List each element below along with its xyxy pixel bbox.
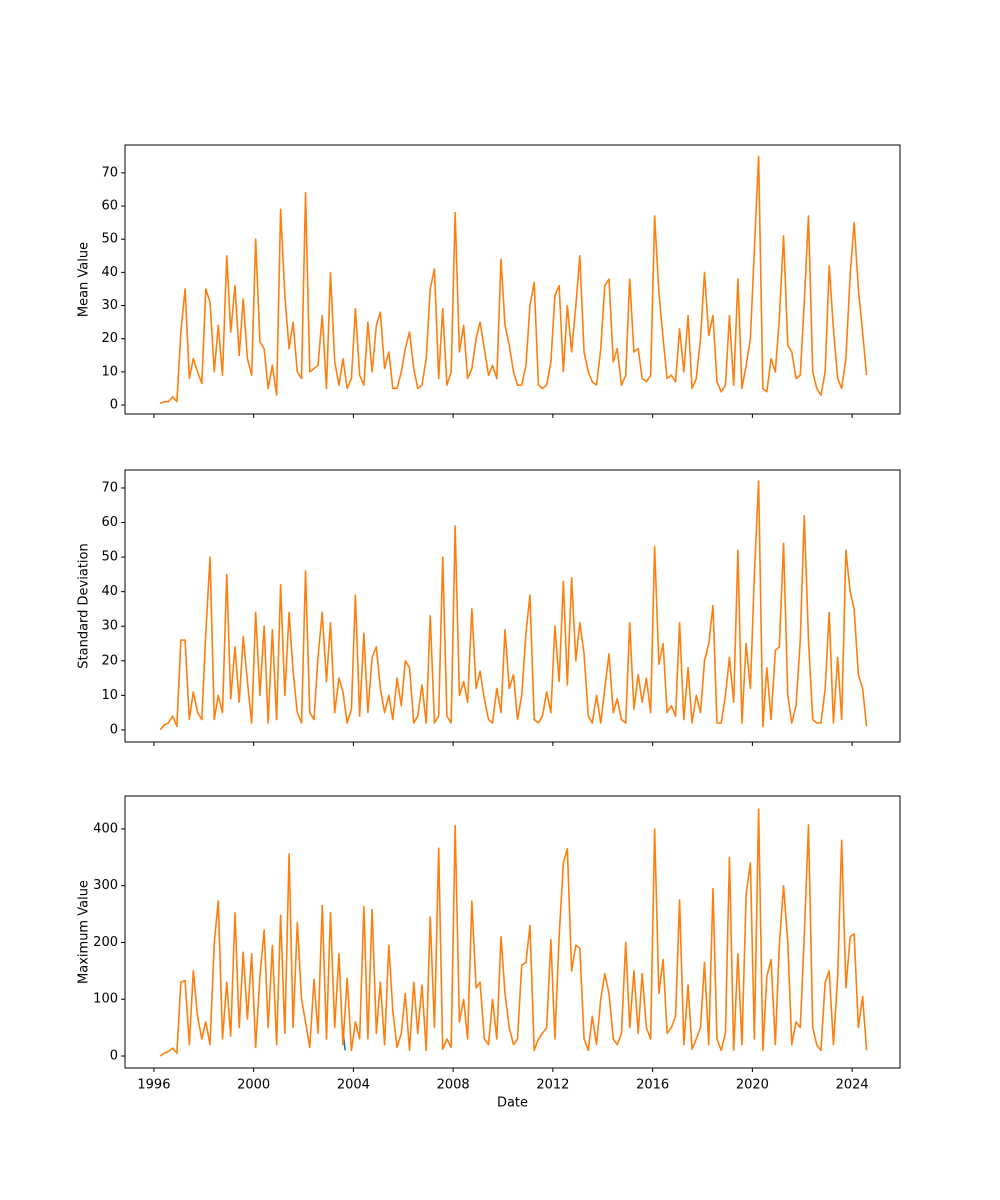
y-tick-label: 300: [93, 878, 118, 893]
y-tick-label: 0: [110, 1049, 118, 1064]
x-axis-label: Date: [497, 1096, 528, 1111]
y-tick-label: 40: [101, 265, 118, 280]
series-line: [159, 808, 868, 1057]
x-tick-label: 2000: [237, 1078, 270, 1093]
series-line: [159, 155, 868, 405]
axes-frame: [124, 144, 901, 415]
y-tick-label: 100: [93, 992, 118, 1007]
y-tick-label: 40: [101, 584, 118, 599]
y-tick-label: 50: [101, 232, 118, 247]
x-tick-label: 2016: [636, 1078, 669, 1093]
y-axis-label: Standard Deviation: [77, 543, 92, 668]
y-axis-label: Mean Value: [77, 242, 92, 317]
y-tick-label: 400: [93, 821, 118, 836]
y-tick-label: 20: [101, 331, 118, 346]
y-tick-label: 70: [101, 480, 118, 495]
series-line: [159, 480, 868, 731]
x-tick-label: 1996: [137, 1078, 170, 1093]
x-tick-label: 2004: [337, 1078, 370, 1093]
y-tick-label: 0: [110, 722, 118, 737]
y-axis-label: Maximum Value: [77, 880, 92, 984]
y-tick-label: 70: [101, 165, 118, 180]
y-tick-label: 60: [101, 199, 118, 214]
y-tick-label: 200: [93, 935, 118, 950]
y-tick-label: 50: [101, 550, 118, 565]
y-tick-label: 30: [101, 298, 118, 313]
y-tick-label: 60: [101, 515, 118, 530]
y-tick-label: 30: [101, 619, 118, 634]
axes-frame: [124, 795, 901, 1069]
x-tick-label: 2012: [536, 1078, 569, 1093]
x-tick-label: 2008: [437, 1078, 470, 1093]
x-tick-label: 2024: [836, 1078, 869, 1093]
axes-frame: [124, 469, 901, 743]
y-tick-label: 10: [101, 364, 118, 379]
y-tick-label: 10: [101, 688, 118, 703]
y-tick-label: 0: [110, 398, 118, 413]
y-tick-label: 20: [101, 653, 118, 668]
x-tick-label: 2020: [736, 1078, 769, 1093]
